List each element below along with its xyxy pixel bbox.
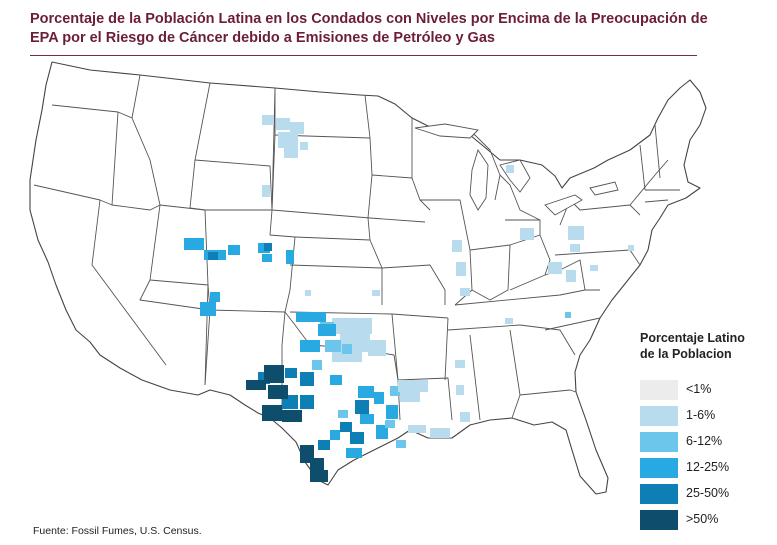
legend-title: Porcentaje Latino de la Poblacion: [640, 331, 745, 361]
legend-item-25-50: 25-50%: [640, 484, 760, 510]
source-note: Fuente: Fossil Fumes, U.S. Census.: [33, 525, 202, 537]
legend-label: 12-25%: [686, 460, 730, 474]
legend-label: 6-12%: [686, 434, 723, 448]
us-outline: [29, 61, 707, 495]
legend-label: 1-6%: [686, 408, 716, 422]
legend-swatch: [640, 484, 678, 504]
legend-item-1-6: 1-6%: [640, 406, 760, 432]
legend-swatch: [640, 458, 678, 478]
legend-item-lt1: <1%: [640, 380, 760, 406]
legend-swatch: [640, 510, 678, 530]
legend: <1% 1-6% 6-12% 12-25% 25-50% >50%: [640, 380, 760, 536]
legend-item-gt50: >50%: [640, 510, 760, 536]
title-divider: [30, 55, 697, 56]
legend-label: >50%: [686, 512, 719, 526]
map-title: Porcentaje de la Población Latina en los…: [30, 11, 708, 46]
legend-swatch: [640, 406, 678, 426]
legend-item-12-25: 12-25%: [640, 458, 760, 484]
legend-item-6-12: 6-12%: [640, 432, 760, 458]
legend-swatch: [640, 432, 678, 452]
legend-label: 25-50%: [686, 486, 730, 500]
county-shading: [184, 115, 634, 482]
legend-label: <1%: [686, 382, 712, 396]
legend-swatch: [640, 380, 678, 400]
